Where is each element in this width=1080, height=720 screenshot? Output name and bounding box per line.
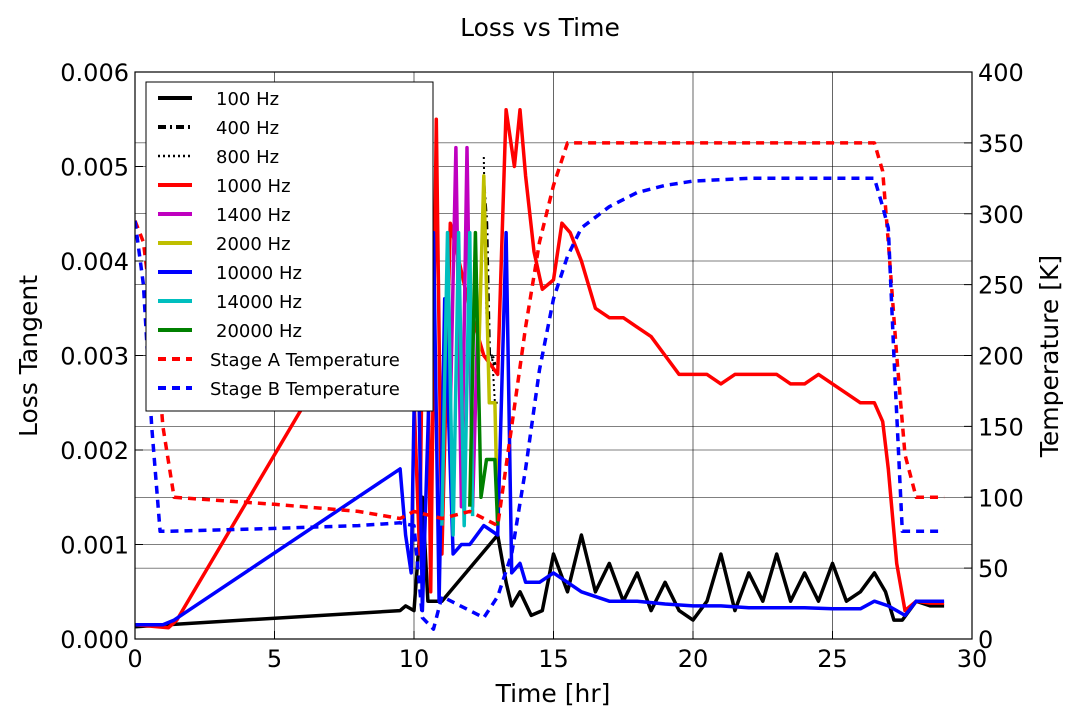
series-layer — [135, 108, 945, 631]
y2-tick-label: 400 — [978, 59, 1024, 87]
y-tick-label: 0.000 — [60, 626, 129, 654]
series-line-800-hz — [482, 156, 498, 404]
series-line-14000-hz — [440, 230, 475, 537]
y2-tick-label: 0 — [978, 626, 993, 654]
x-tick-label: 0 — [127, 645, 142, 673]
legend-label: 1000 Hz — [216, 176, 291, 197]
y-axis-label: Loss Tangent — [14, 275, 43, 437]
y2-tick-label: 350 — [978, 130, 1024, 158]
legend: 100 Hz 400 Hz 800 Hz 1000 Hz 1400 Hz 2000 Hz 1… — [145, 81, 434, 412]
y-tick-label: 0.005 — [60, 154, 129, 182]
series-line-20000-hz — [468, 230, 500, 526]
y2-tick-label: 300 — [978, 201, 1024, 229]
legend-label: 14000 Hz — [216, 292, 302, 313]
series-line-stage-b-temperature — [135, 176, 945, 631]
legend-label: 1400 Hz — [216, 205, 291, 226]
legend-label: Stage A Temperature — [210, 350, 400, 371]
legend-label: 2000 Hz — [216, 234, 291, 255]
axis-ticks: 0 5 10 15 20 25 30 0.000 0.001 0.002 0.003 0.004 0.0… — [60, 59, 1024, 673]
legend-label: 10000 Hz — [216, 263, 302, 284]
legend-label: 800 Hz — [216, 147, 279, 168]
y2-tick-label: 100 — [978, 484, 1024, 512]
x-tick-label: 5 — [267, 645, 282, 673]
y2-axis-label: Temperature [K] — [1035, 255, 1064, 458]
y2-tick-label: 250 — [978, 272, 1024, 300]
x-tick-label: 15 — [538, 645, 569, 673]
legend-label: 100 Hz — [216, 89, 279, 110]
x-tick-label: 20 — [678, 645, 709, 673]
series-line-stage-a-temperature — [135, 141, 945, 528]
legend-label: 400 Hz — [216, 118, 279, 139]
legend-label: Stage B Temperature — [210, 379, 400, 400]
x-tick-label: 25 — [817, 645, 848, 673]
y-tick-label: 0.003 — [60, 343, 129, 371]
y-tick-label: 0.001 — [60, 532, 129, 560]
chart-title: Loss vs Time — [460, 13, 620, 42]
legend-box — [145, 81, 434, 412]
legend-label: 20000 Hz — [216, 321, 302, 342]
x-tick-label: 30 — [957, 645, 988, 673]
x-tick-label: 10 — [399, 645, 430, 673]
series-line-100-hz — [135, 495, 945, 629]
y-tick-label: 0.006 — [60, 59, 129, 87]
y2-tick-label: 50 — [978, 555, 1009, 583]
y-tick-label: 0.002 — [60, 437, 129, 465]
x-axis-label: Time [hr] — [495, 679, 611, 708]
y2-tick-label: 150 — [978, 413, 1024, 441]
y2-tick-label: 200 — [978, 343, 1024, 371]
series-line-2000-hz — [476, 174, 500, 526]
series-line-10000-hz — [135, 230, 945, 627]
y-tick-label: 0.004 — [60, 248, 129, 276]
series-line-1000-hz — [135, 108, 945, 630]
